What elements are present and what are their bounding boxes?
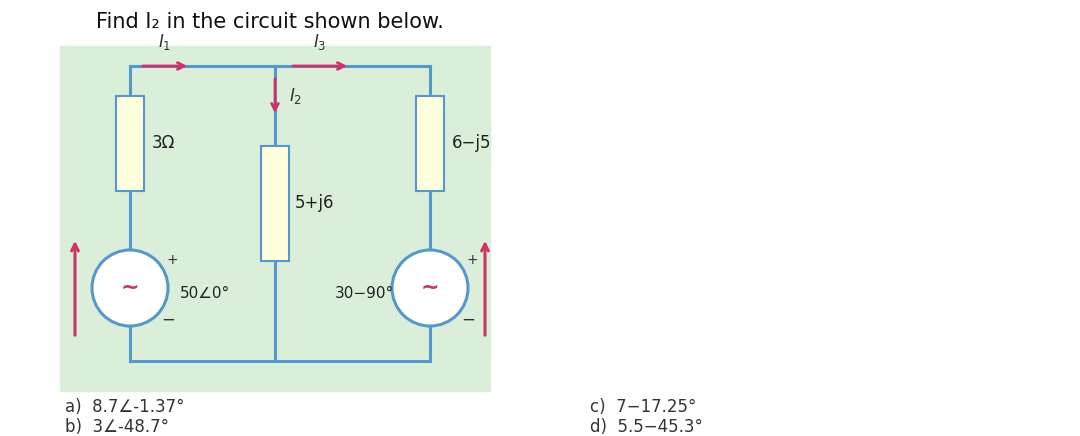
FancyBboxPatch shape: [416, 96, 444, 191]
Text: −: −: [161, 311, 175, 329]
Circle shape: [392, 250, 468, 326]
Text: $I_2$: $I_2$: [289, 86, 302, 106]
Text: 6−j5: 6−j5: [453, 134, 491, 153]
Text: a)  8.7∠-1.37°: a) 8.7∠-1.37°: [65, 398, 185, 416]
Text: Find I₂ in the circuit shown below.: Find I₂ in the circuit shown below.: [96, 12, 444, 32]
Text: −: −: [461, 311, 475, 329]
Text: d)  5.5−45.3°: d) 5.5−45.3°: [590, 418, 703, 436]
Text: 3Ω: 3Ω: [152, 134, 175, 153]
Text: 5+j6: 5+j6: [295, 194, 335, 212]
FancyBboxPatch shape: [60, 46, 490, 391]
Text: ~: ~: [421, 278, 440, 298]
Text: 30−90°: 30−90°: [335, 286, 394, 300]
Text: +: +: [166, 253, 178, 267]
FancyBboxPatch shape: [261, 146, 289, 261]
Text: b)  3∠-48.7°: b) 3∠-48.7°: [65, 418, 168, 436]
Circle shape: [92, 250, 168, 326]
Text: c)  7−17.25°: c) 7−17.25°: [590, 398, 697, 416]
Text: 50∠0°: 50∠0°: [180, 286, 230, 300]
Text: $I_1$: $I_1$: [159, 32, 172, 52]
Text: ~: ~: [121, 278, 139, 298]
Text: +: +: [467, 253, 477, 267]
Text: $I_3$: $I_3$: [313, 32, 326, 52]
FancyBboxPatch shape: [116, 96, 144, 191]
